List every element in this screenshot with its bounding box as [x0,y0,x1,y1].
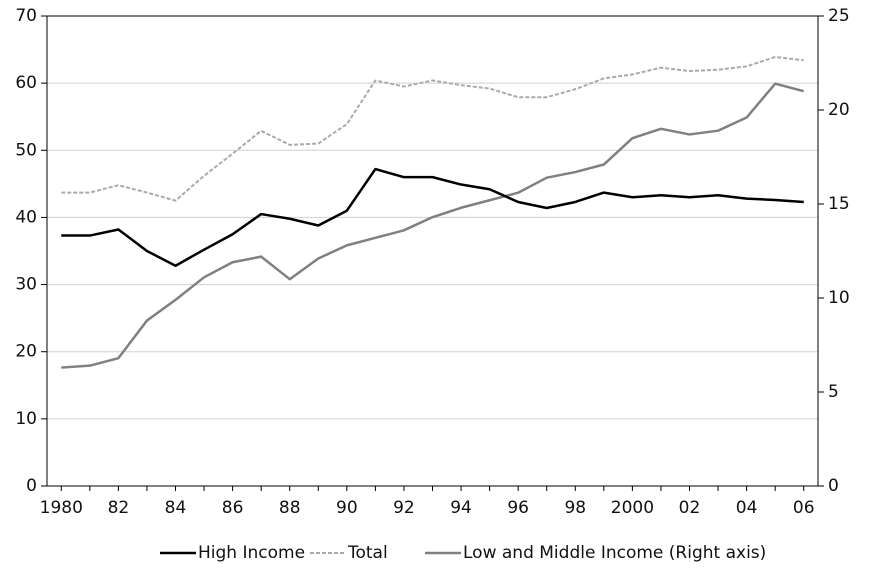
x-tick-label: 02 [679,498,701,518]
x-tick-label: 86 [222,498,244,518]
y-tick-label: 70 [15,6,37,26]
x-tick-label: 04 [736,498,758,518]
series-line [61,55,804,202]
legend-label: Low and Middle Income (Right axis) [463,543,766,563]
y2-tick-label: 5 [828,382,839,402]
x-tick-label: 92 [393,498,415,518]
y2-tick-label: 15 [828,194,850,214]
x-tick-label: 88 [279,498,301,518]
x-tick-label: 84 [165,498,187,518]
x-tick-label: 82 [108,498,130,518]
y-tick-label: 0 [26,476,37,496]
y-tick-label: 10 [15,409,37,429]
y2-tick-label: 10 [828,288,850,308]
x-tick-label: 98 [564,498,586,518]
x-tick-label: 2000 [611,498,654,518]
x-tick-label: 06 [793,498,815,518]
x-tick-label: 94 [450,498,472,518]
y-tick-label: 60 [15,73,37,93]
y2-tick-label: 0 [828,476,839,496]
plot-frame [46,15,819,487]
y-tick-label: 20 [15,342,37,362]
y2-tick-label: 20 [828,100,850,120]
series-line [61,167,804,268]
x-tick-label: 96 [507,498,529,518]
x-tick-label: 90 [336,498,358,518]
y2-tick-label: 25 [828,6,850,26]
x-tick-label: 1980 [40,498,83,518]
series-line [61,82,805,369]
legend-label: Total [347,543,388,563]
y-tick-label: 30 [15,275,37,295]
y-tick-label: 50 [15,140,37,160]
y-tick-label: 40 [15,207,37,227]
legend-label: High Income [198,543,305,563]
